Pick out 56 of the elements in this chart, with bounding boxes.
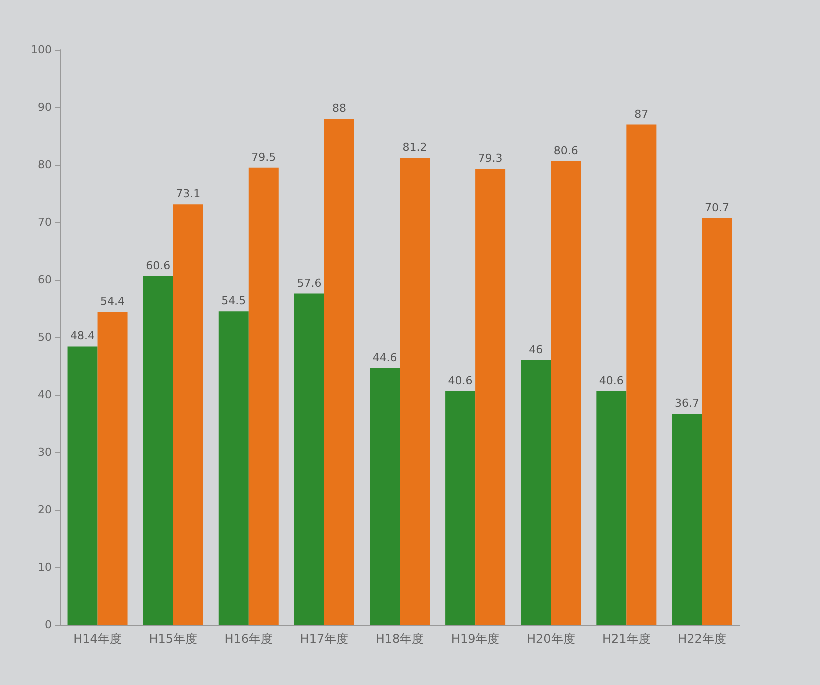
data-label: 40.6 (448, 374, 473, 388)
bar (446, 392, 476, 625)
y-tick-label: 0 (45, 618, 52, 632)
x-tick-label: H15年度 (149, 632, 198, 646)
y-tick-label: 70 (38, 216, 52, 229)
data-label: 40.6 (599, 374, 624, 388)
x-tick-label: H14年度 (74, 632, 122, 646)
bar (672, 414, 702, 625)
data-label: 81.2 (402, 141, 428, 154)
data-label: 80.6 (554, 144, 578, 158)
bar (294, 294, 324, 625)
data-label: 87 (634, 108, 649, 121)
y-tick-label: 40 (38, 388, 52, 402)
bar (173, 204, 204, 625)
bar (521, 360, 552, 625)
bar (143, 276, 174, 625)
data-label: 46 (529, 344, 544, 356)
y-tick-label: 50 (38, 331, 52, 344)
bar (596, 392, 627, 625)
y-tick-label: 20 (38, 504, 52, 516)
y-tick-label: 30 (38, 446, 52, 459)
x-tick-label: H17年度 (300, 632, 349, 646)
bar (476, 169, 506, 625)
data-label: 88 (332, 102, 346, 115)
data-label: 48.4 (70, 330, 96, 343)
data-label: 79.3 (478, 152, 503, 166)
data-label: 73.1 (176, 188, 201, 201)
x-tick-label: H19年度 (451, 632, 500, 646)
x-tick-label: H21年度 (602, 632, 651, 646)
x-tick-label: H18年度 (376, 632, 424, 646)
bar (551, 162, 582, 625)
bar (218, 312, 249, 625)
bar (370, 368, 400, 625)
data-label: 54.5 (222, 294, 246, 308)
bar (324, 119, 354, 625)
data-label: 36.7 (674, 396, 700, 410)
bar (68, 346, 98, 625)
bar (626, 124, 657, 625)
y-tick-label: 100 (31, 44, 52, 56)
data-label: 44.6 (372, 352, 398, 365)
y-tick-label: 10 (38, 561, 52, 574)
x-tick-label: H20年度 (526, 632, 576, 646)
y-tick-label: 80 (38, 158, 52, 172)
bar (248, 168, 279, 625)
data-label: 57.6 (297, 276, 322, 290)
x-tick-label: H16年度 (224, 632, 274, 646)
bar (702, 218, 732, 625)
x-tick-label: H22年度 (678, 632, 726, 646)
data-label: 79.5 (252, 150, 276, 164)
y-tick-label: 90 (38, 101, 52, 114)
y-tick-label: 60 (38, 274, 52, 286)
data-label: 70.7 (704, 201, 730, 214)
data-label: 60.6 (146, 260, 171, 273)
bar (400, 158, 430, 625)
data-label: 54.4 (100, 295, 126, 308)
bar (98, 312, 128, 625)
